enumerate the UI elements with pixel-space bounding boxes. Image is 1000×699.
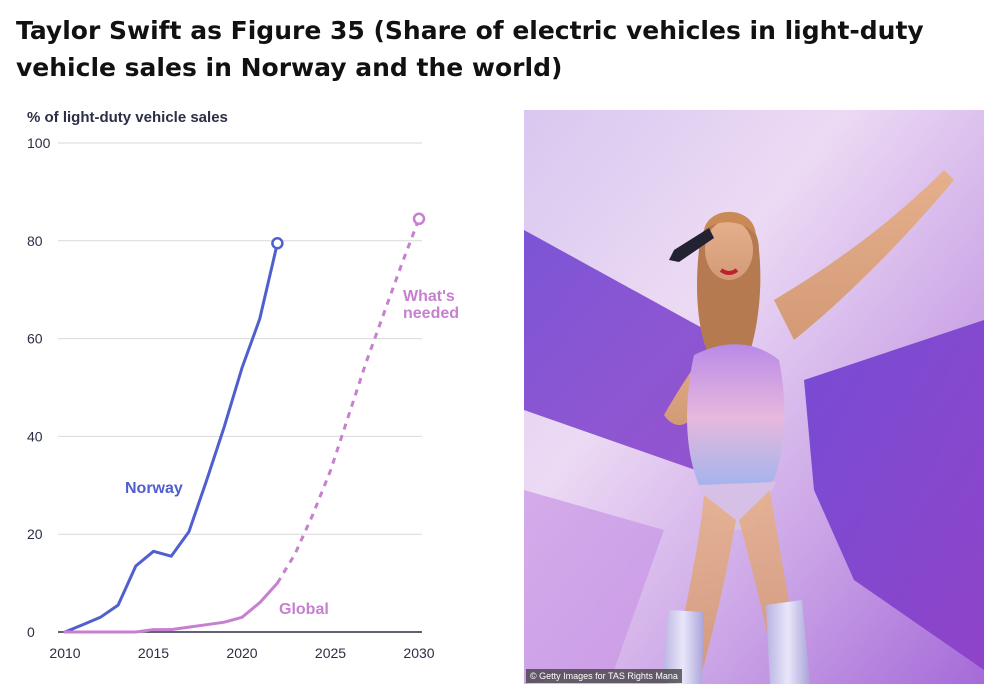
series-line-what-s-needed [276, 218, 421, 584]
x-tick-label-2030: 2030 [403, 645, 434, 661]
series-label-global: Global [279, 601, 329, 618]
tick-layer: 0 20 40 60 80 100 2010 2015 2020 2025 2030 [27, 135, 435, 661]
x-tick-label-2015: 2015 [138, 645, 169, 661]
y-axis-label: % of light-duty vehicle sales [27, 109, 228, 126]
grid-layer [58, 142, 422, 633]
series-label-whats: What's [403, 288, 455, 305]
ev-share-chart: % of light-duty vehicle sales 0 20 40 60 80 1… [0, 100, 460, 670]
end-marker-what-s-needed [412, 212, 426, 226]
concert-photo [524, 110, 984, 684]
y-tick-label-0: 0 [27, 624, 35, 640]
series-line-norway [63, 241, 279, 634]
series-line-global [63, 581, 279, 634]
performer-illustration [524, 110, 984, 684]
end-marker-norway [271, 236, 284, 250]
y-tick-label-60: 60 [27, 331, 43, 347]
y-tick-label-100: 100 [27, 135, 51, 151]
x-tick-label-2010: 2010 [49, 645, 80, 661]
chart-svg: % of light-duty vehicle sales 0 20 40 60 80 1… [27, 109, 459, 661]
photo-credit: © Getty Images for TAS Rights Mana [526, 669, 682, 683]
y-tick-label-80: 80 [27, 233, 43, 249]
series-label-norway: Norway [125, 480, 183, 497]
y-tick-label-40: 40 [27, 428, 43, 444]
x-tick-label-2025: 2025 [315, 645, 346, 661]
y-tick-label-20: 20 [27, 526, 43, 542]
series-layer [63, 212, 426, 634]
series-label-needed: needed [403, 305, 459, 322]
page-title: Taylor Swift as Figure 35 (Share of elec… [16, 16, 924, 82]
x-tick-label-2020: 2020 [226, 645, 257, 661]
